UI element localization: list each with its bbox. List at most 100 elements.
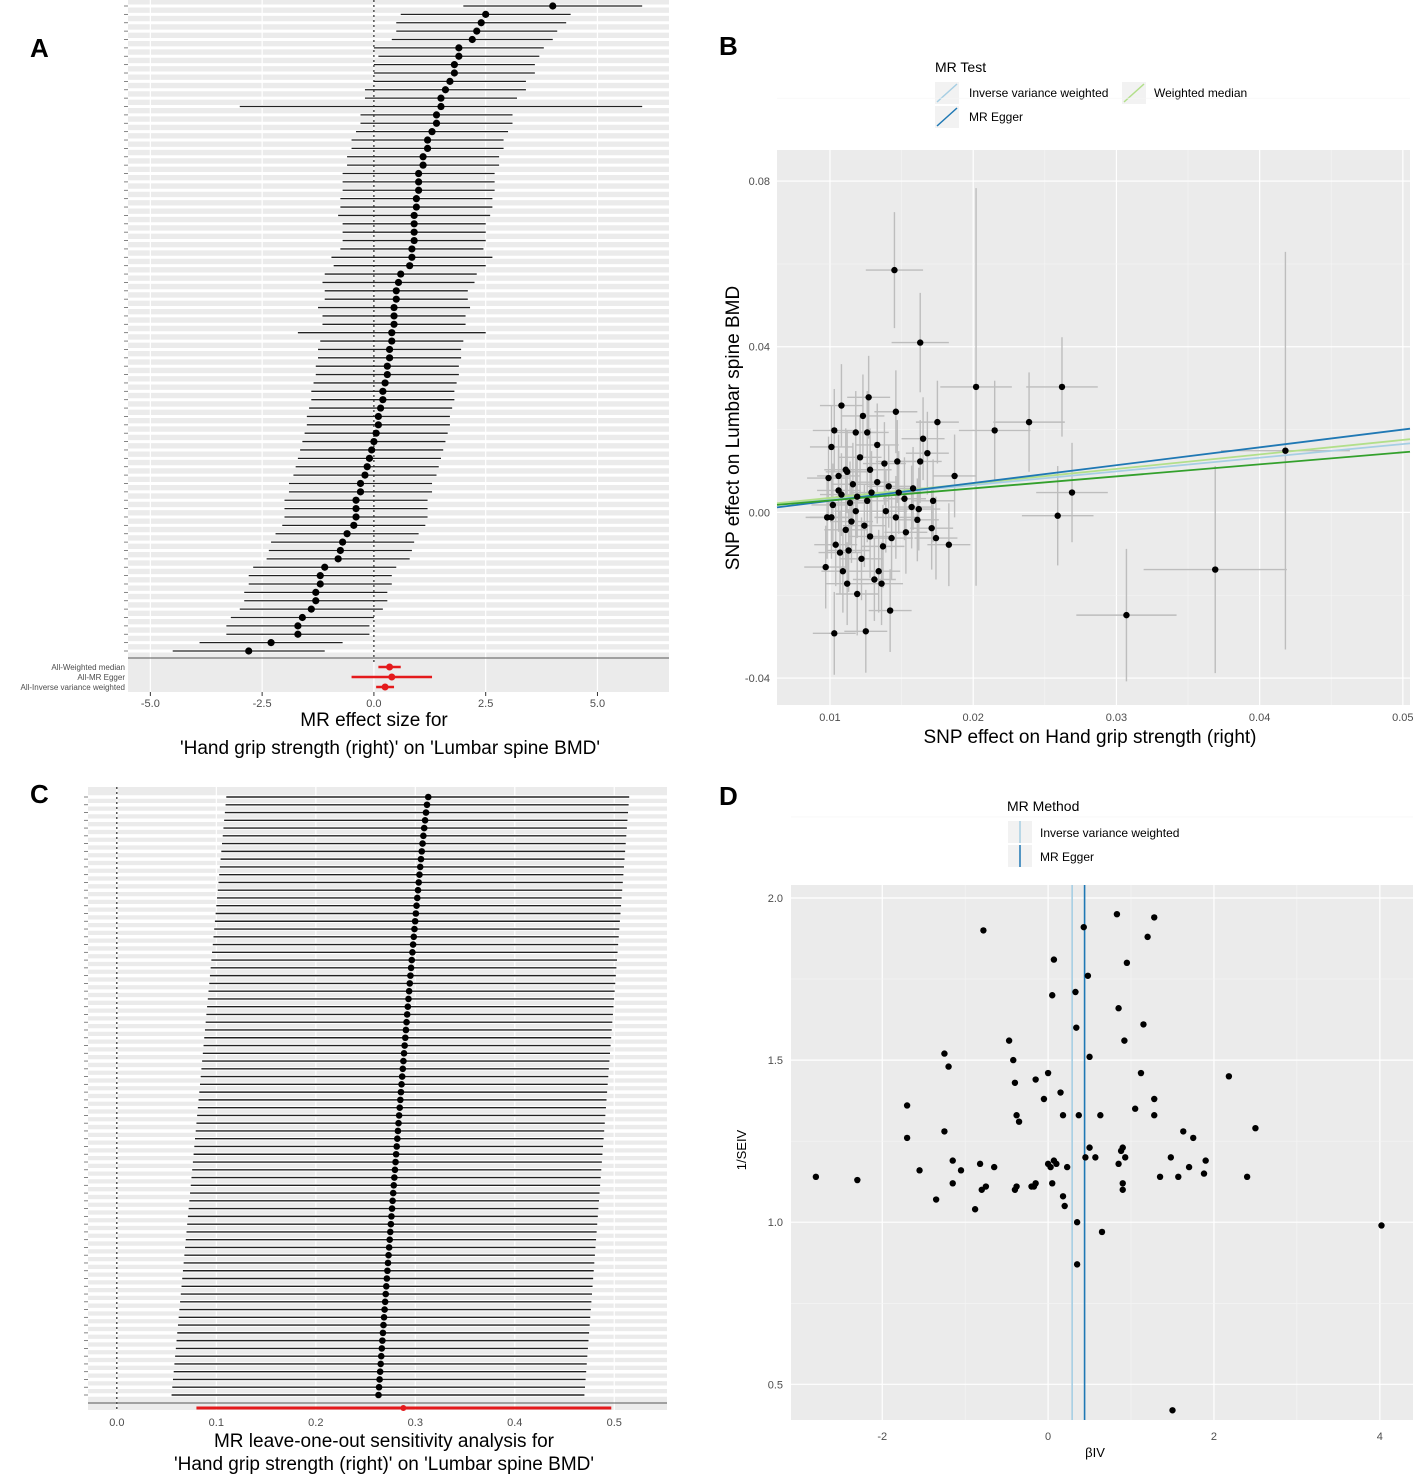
loo-estimate-point (391, 1166, 399, 1174)
snp-point (915, 505, 922, 513)
snp-point (1058, 383, 1066, 391)
snp-point (862, 628, 869, 635)
summary-estimate-point (400, 1405, 407, 1411)
y-tick-label: 1.0 (768, 1217, 783, 1229)
snp-estimate-point (437, 102, 445, 111)
x-tick-label: -2.5 (253, 698, 272, 710)
snp-point (1082, 1154, 1089, 1161)
snp-estimate-point (410, 220, 418, 228)
snp-point (917, 339, 924, 346)
snp-point (894, 458, 901, 465)
x-tick-label: 0.0 (109, 1417, 124, 1429)
snp-point (941, 1128, 948, 1135)
legend-key-wm (1123, 83, 1145, 103)
snp-estimate-point (352, 496, 360, 504)
loo-estimate-point (403, 1011, 411, 1018)
snp-point (1212, 566, 1219, 573)
loo-estimate-point (412, 910, 420, 917)
loo-estimate-point (386, 1236, 394, 1243)
x-tick-label: 0.3 (408, 1417, 423, 1429)
snp-point (859, 412, 867, 420)
snp-point (1040, 1095, 1048, 1103)
loo-estimate-point (384, 1259, 392, 1267)
snp-point (822, 563, 829, 571)
snp-point (919, 435, 927, 442)
snp-estimate-point (383, 370, 391, 379)
loo-estimate-point (376, 1368, 384, 1376)
snp-estimate-point (428, 128, 436, 136)
snp-point (853, 493, 861, 500)
snp-estimate-point (450, 61, 458, 69)
panel-d-background (791, 885, 1413, 1420)
snp-point (1032, 1076, 1039, 1083)
snp-point (842, 466, 849, 473)
x-tick-label: 0.1 (209, 1417, 224, 1429)
snp-point (1113, 910, 1121, 918)
snp-point (908, 503, 915, 511)
panel-b-scatter-plot: MR Test Inverse variance weighted Weight… (723, 59, 1414, 748)
snp-point (865, 394, 872, 401)
loo-estimate-point (392, 1150, 400, 1158)
snp-point (831, 630, 838, 637)
snp-point (1068, 489, 1076, 496)
loo-estimate-point (416, 871, 423, 878)
loo-estimate-point (416, 863, 424, 871)
snp-point (866, 533, 874, 540)
panel-d-ylabel: 1/SEIV (734, 1129, 749, 1170)
snp-point (882, 507, 890, 515)
snp-estimate-point (406, 262, 414, 270)
loo-estimate-point (383, 1275, 391, 1282)
snp-point (1282, 447, 1289, 454)
y-tick-label: -0.04 (745, 673, 770, 685)
snp-point (1140, 1021, 1147, 1028)
snp-point (957, 1167, 965, 1174)
snp-estimate-point (370, 437, 378, 446)
panel-a-xlabel-line2: 'Hand grip strength (right)' on 'Lumbar … (180, 738, 600, 759)
loo-estimate-point (382, 1282, 390, 1290)
summary-estimate-point (388, 673, 396, 681)
snp-point (1057, 1089, 1064, 1096)
snp-point (924, 449, 931, 457)
snp-point (845, 547, 852, 554)
snp-estimate-point (437, 94, 445, 102)
panel-b-background (777, 150, 1410, 705)
snp-point (831, 427, 838, 434)
snp-point (980, 927, 987, 934)
loo-estimate-point (408, 956, 416, 964)
snp-estimate-point (455, 44, 463, 52)
loo-estimate-point (404, 1003, 412, 1010)
snp-point (1013, 1112, 1020, 1119)
snp-estimate-point (473, 27, 481, 35)
snp-estimate-point (336, 546, 344, 555)
x-tick-label: 0.05 (1392, 712, 1413, 724)
snp-point (1053, 1160, 1060, 1168)
snp-point (971, 1206, 979, 1213)
snp-estimate-point (410, 228, 418, 236)
snp-point (871, 576, 878, 583)
regression-line (776, 427, 1411, 509)
loo-estimate-point (405, 987, 413, 995)
x-tick-label: 4 (1377, 1431, 1383, 1443)
snp-point (879, 543, 887, 550)
snp-point (1092, 1154, 1099, 1161)
loo-estimate-point (422, 809, 430, 816)
snp-point (838, 402, 845, 409)
loo-estimate-point (381, 1298, 389, 1306)
snp-point (932, 1196, 940, 1203)
loo-estimate-point (377, 1360, 384, 1368)
snp-point (1015, 1118, 1023, 1125)
snp-point (1059, 1112, 1067, 1119)
legend-label-ivw: Inverse variance weighted (969, 86, 1108, 100)
x-tick-label: 0 (1045, 1431, 1051, 1443)
y-tick-label: 0.04 (749, 342, 770, 354)
loo-estimate-point (393, 1143, 401, 1150)
snp-point (1047, 1163, 1054, 1171)
x-tick-label: 0.5 (607, 1417, 622, 1429)
loo-estimate-point (398, 1073, 406, 1080)
snp-point (1010, 1056, 1017, 1064)
panel-d-legend-title: MR Method (1007, 798, 1079, 814)
loo-estimate-point (375, 1383, 383, 1391)
loo-estimate-point (400, 1049, 408, 1057)
